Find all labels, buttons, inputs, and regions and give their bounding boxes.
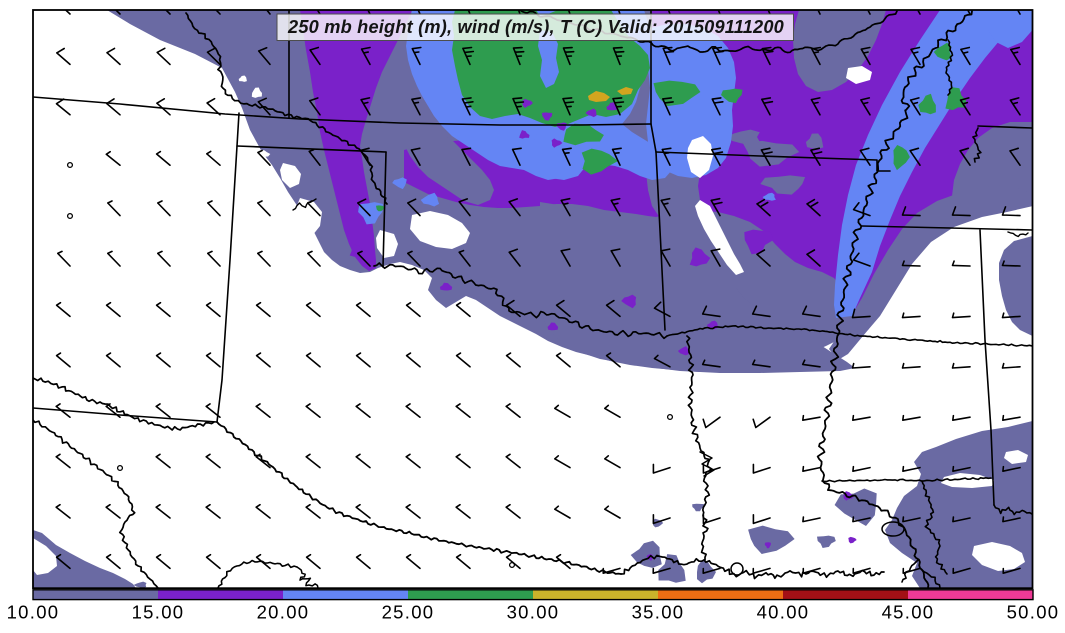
svg-text:50.00: 50.00 [1007, 602, 1060, 623]
svg-text:250 mb height (m), wind (m/s),: 250 mb height (m), wind (m/s), T (C) Val… [287, 17, 784, 37]
svg-text:35.00: 35.00 [632, 602, 685, 623]
svg-text:25.00: 25.00 [382, 602, 435, 623]
svg-text:15.00: 15.00 [132, 602, 185, 623]
svg-text:10.00: 10.00 [7, 602, 60, 623]
svg-text:30.00: 30.00 [507, 602, 560, 623]
svg-text:40.00: 40.00 [757, 602, 810, 623]
svg-text:20.00: 20.00 [257, 602, 310, 623]
svg-text:45.00: 45.00 [882, 602, 935, 623]
